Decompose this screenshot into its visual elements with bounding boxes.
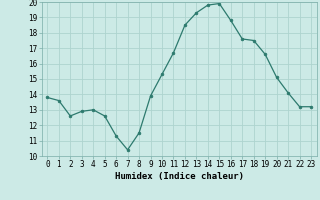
X-axis label: Humidex (Indice chaleur): Humidex (Indice chaleur) bbox=[115, 172, 244, 181]
